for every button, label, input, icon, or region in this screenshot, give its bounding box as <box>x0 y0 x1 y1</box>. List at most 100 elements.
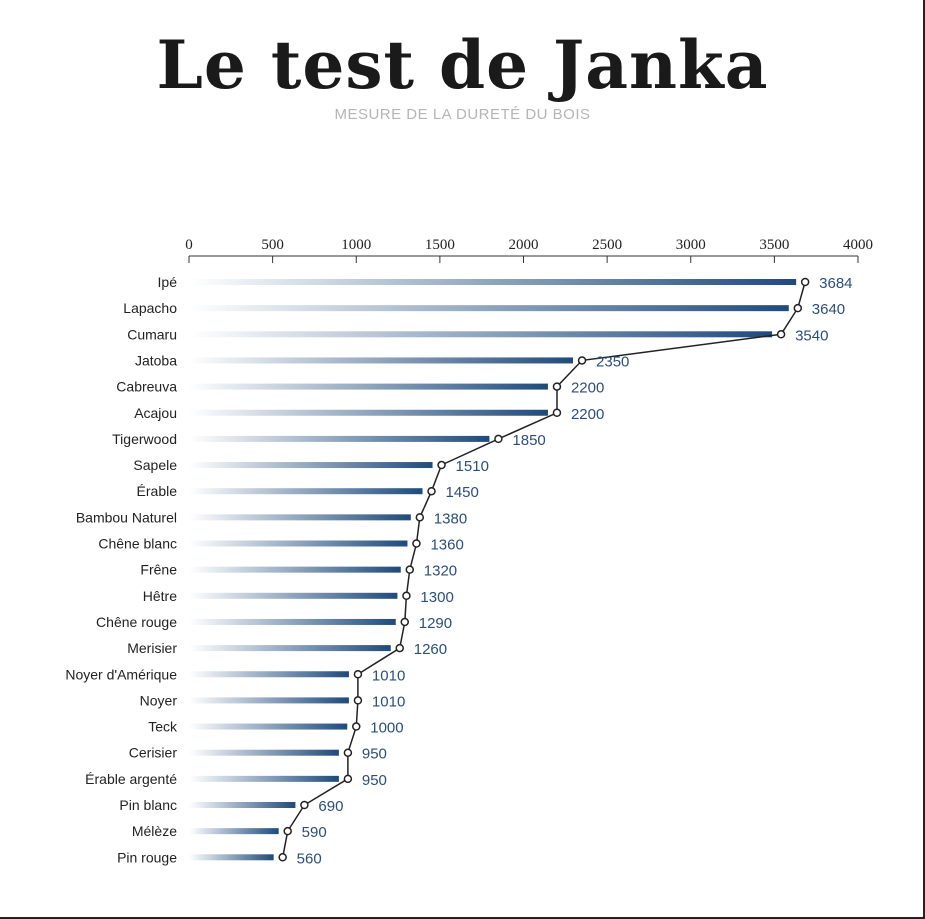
value-label: 1510 <box>456 458 489 475</box>
bars-group <box>189 279 797 861</box>
value-label: 1380 <box>434 510 467 527</box>
bar <box>189 488 423 495</box>
category-label: Pin blanc <box>119 797 177 813</box>
x-tick-label: 3500 <box>759 237 789 253</box>
category-label: Érable argenté <box>85 771 177 787</box>
value-label: 1450 <box>446 484 479 501</box>
point-marker <box>400 617 410 627</box>
x-tick-label: 500 <box>261 237 284 253</box>
point-marker <box>793 303 803 313</box>
category-label: Noyer d'Amérique <box>65 666 177 682</box>
bar <box>189 618 396 625</box>
category-label: Hêtre <box>143 588 177 604</box>
point-marker <box>427 486 436 496</box>
point-marker <box>552 408 562 417</box>
bar <box>189 671 349 678</box>
x-tick-label: 2500 <box>592 237 622 253</box>
bar <box>189 723 348 730</box>
category-label: Pin rouge <box>117 849 177 865</box>
x-tick-label: 1500 <box>425 237 455 253</box>
point-marker <box>343 774 353 784</box>
bar <box>189 331 773 338</box>
value-label: 1010 <box>372 693 405 710</box>
category-label: Frêne <box>140 562 177 578</box>
value-label: 2350 <box>596 353 629 370</box>
category-labels: Ipé Lapacho Cumaru Jatoba Cabreuva Acajou Tige… <box>65 274 178 865</box>
value-labels: 3684 3640 3540 2350 2200 2200 1850 1510 1450 1380… <box>297 275 853 867</box>
value-label: 1260 <box>414 641 447 658</box>
category-label: Lapacho <box>123 300 177 316</box>
point-marker <box>343 748 353 757</box>
point-marker <box>353 670 363 679</box>
value-label: 2200 <box>571 380 604 397</box>
chart-subtitle: MESURE DE LA DURETÉ DU BOIS <box>334 106 591 123</box>
bar <box>189 566 401 573</box>
bar <box>189 514 411 521</box>
value-label: 950 <box>362 746 387 763</box>
bar <box>189 645 391 652</box>
bar <box>189 409 548 416</box>
category-label: Ipé <box>158 274 178 290</box>
category-label: Cabreuva <box>116 379 177 395</box>
bar <box>189 592 398 599</box>
bar <box>189 357 574 364</box>
category-label: Chêne rouge <box>96 614 177 630</box>
category-label: Bambou Naturel <box>76 509 177 525</box>
value-label: 1000 <box>370 720 403 737</box>
category-label: Sapele <box>133 457 177 473</box>
value-label: 1290 <box>419 615 452 632</box>
value-label: 950 <box>362 772 387 789</box>
category-label: Mélèze <box>132 823 177 839</box>
point-marker <box>278 853 287 862</box>
value-label: 3640 <box>812 301 845 318</box>
point-marker <box>395 643 404 653</box>
point-marker <box>402 591 411 601</box>
category-label: Tigerwood <box>112 431 177 447</box>
value-label: 590 <box>302 824 327 841</box>
point-marker <box>352 722 361 731</box>
category-label: Jatoba <box>135 352 177 368</box>
bar <box>189 697 349 704</box>
category-label: Teck <box>148 719 178 735</box>
point-marker <box>494 434 503 444</box>
bar <box>189 462 433 469</box>
value-label: 3684 <box>819 275 852 292</box>
bar <box>189 383 548 390</box>
x-tick-label: 3000 <box>676 237 706 253</box>
value-label: 1320 <box>424 563 457 580</box>
value-label: 1010 <box>372 667 405 684</box>
point-marker <box>405 565 415 574</box>
x-tick-label: 4000 <box>843 237 873 253</box>
point-marker <box>437 460 446 470</box>
point-marker <box>776 330 786 339</box>
trend-line-group <box>278 277 810 862</box>
value-label: 560 <box>297 850 322 867</box>
point-marker <box>353 696 363 705</box>
bar <box>189 435 490 442</box>
point-marker <box>800 277 810 287</box>
point-marker <box>415 513 425 522</box>
value-label: 3540 <box>795 327 828 344</box>
bar <box>189 305 789 312</box>
bar <box>189 854 274 861</box>
x-tick-label: 0 <box>185 237 193 253</box>
bar <box>189 749 339 756</box>
bar <box>189 540 408 547</box>
value-label: 2200 <box>571 406 604 423</box>
category-label: Acajou <box>134 405 177 421</box>
bar <box>189 279 797 285</box>
point-marker <box>300 800 309 810</box>
category-label: Noyer <box>140 692 178 708</box>
chart-title: Le test de Janka <box>156 26 769 104</box>
value-label: 1850 <box>512 432 545 449</box>
x-tick-label: 2000 <box>509 237 539 253</box>
point-marker <box>577 356 587 365</box>
point-marker <box>552 382 562 391</box>
category-label: Érable <box>137 483 178 499</box>
x-tick-label: 1000 <box>341 237 371 253</box>
x-axis: 0 500 1000 1500 2000 2500 3000 3500 4000 <box>185 237 873 263</box>
point-marker <box>412 539 421 548</box>
value-label: 1300 <box>420 589 453 606</box>
